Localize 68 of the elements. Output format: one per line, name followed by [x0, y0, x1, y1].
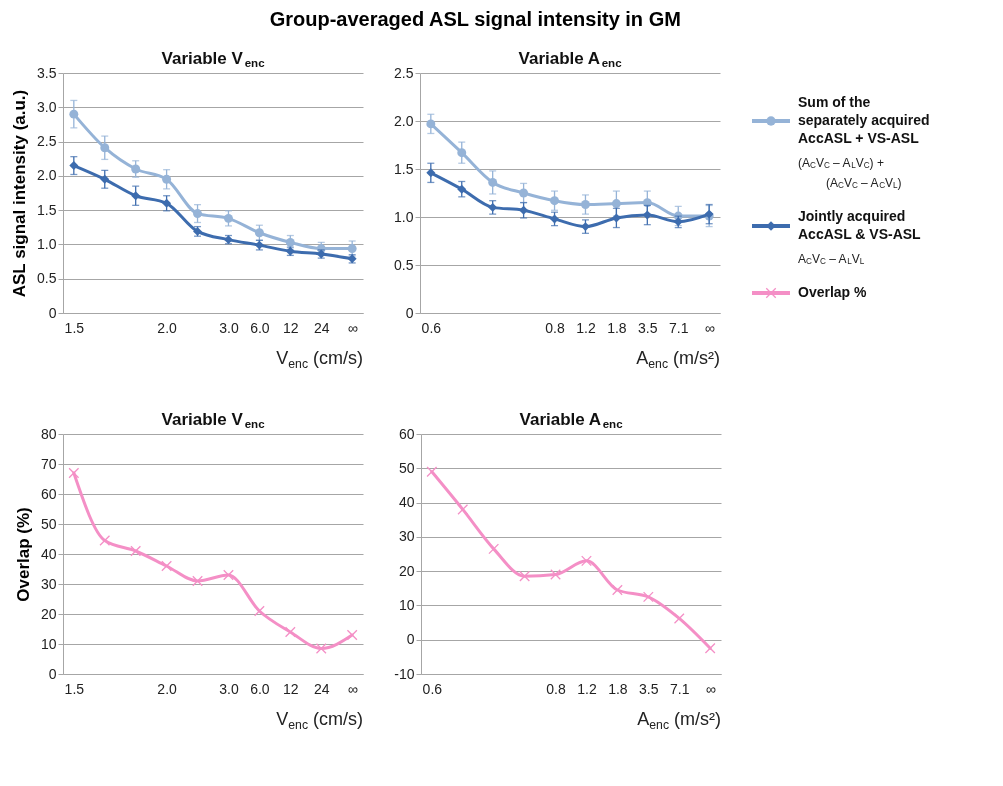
y-tick-label: 70 — [40, 455, 57, 472]
y-tick-label: 0.5 — [394, 256, 414, 273]
y-tick-label: 10 — [40, 635, 57, 652]
x-tick-label: 1.8 — [608, 680, 628, 697]
y-tick-label: 2.0 — [394, 112, 414, 129]
x-tick-label: 6.0 — [250, 319, 270, 336]
x-tick-label: 0.8 — [546, 680, 566, 697]
y-tick-label: 30 — [398, 528, 415, 545]
y-tick-label: 1.0 — [394, 208, 414, 225]
x-tick-label: 24 — [313, 680, 330, 697]
y-axis-title: Overlap (%) — [13, 507, 33, 602]
y-tick-label: 0 — [406, 631, 415, 648]
y-tick-label: 0 — [405, 304, 414, 321]
y-tick-label: 60 — [398, 425, 415, 442]
x-tick-label: ∞ — [704, 319, 715, 336]
y-tick-label: 50 — [398, 459, 415, 476]
x-tick-label: 1.5 — [64, 680, 85, 697]
y-tick-label: 0.5 — [37, 270, 57, 287]
x-tick-label: ∞ — [705, 680, 716, 697]
legend-label: Jointly acquired AccASL & VS-ASL — [798, 208, 922, 242]
x-tick-label: 12 — [283, 680, 299, 697]
x-tick-label: 3.0 — [219, 319, 239, 336]
x-tick-label: 0.6 — [421, 319, 442, 336]
legend-label: Overlap % — [798, 284, 868, 300]
y-tick-label: 60 — [40, 485, 57, 502]
x-tick-label: 1.8 — [607, 319, 627, 336]
x-tick-label: 2.0 — [157, 680, 178, 697]
x-tick-label: 1.2 — [576, 319, 596, 336]
x-tick-label: 7.1 — [670, 680, 690, 697]
x-tick-label: 6.0 — [250, 680, 270, 697]
x-tick-label: 3.5 — [638, 319, 658, 336]
x-tick-label: 1.5 — [64, 319, 85, 336]
x-tick-label: 3.5 — [639, 680, 659, 697]
x-tick-label: ∞ — [347, 680, 358, 697]
x-tick-label: 2.0 — [157, 319, 178, 336]
y-tick-label: 0 — [48, 665, 57, 682]
text: Group-averaged ASL signal intensity in GM — [269, 8, 681, 30]
x-tick-label: 12 — [283, 319, 299, 336]
text: (ACVC – ACVL) — [826, 176, 902, 191]
y-tick-label: 2.0 — [37, 167, 57, 184]
y-axis-title: ASL signal intensity (a.u.) — [10, 89, 30, 298]
y-tick-label: 40 — [40, 545, 57, 562]
y-tick-label: 10 — [398, 596, 415, 613]
legend-label: Sum of the separately acquired AccASL + VS-ASL — [798, 94, 930, 146]
x-tick-label: 0.6 — [422, 680, 443, 697]
y-tick-label: 0 — [48, 304, 57, 321]
text: (ACVC – ALVC) + — [798, 156, 884, 171]
y-tick-label: 20 — [40, 605, 57, 622]
y-tick-label: 3.0 — [37, 98, 57, 115]
y-tick-label: 50 — [40, 515, 57, 532]
x-tick-label: 24 — [313, 319, 330, 336]
x-tick-label: ∞ — [347, 319, 358, 336]
y-tick-label: 2.5 — [37, 133, 57, 150]
y-tick-label: -10 — [394, 665, 415, 682]
x-tick-label: 3.0 — [219, 680, 239, 697]
text: ACVC – ALVL — [798, 252, 865, 267]
y-tick-label: 1.5 — [37, 201, 57, 218]
y-tick-label: 30 — [40, 575, 57, 592]
x-tick-label: 1.2 — [577, 680, 597, 697]
y-tick-label: 2.5 — [394, 64, 414, 81]
y-tick-label: 1.5 — [394, 160, 414, 177]
y-tick-label: 80 — [40, 425, 57, 442]
x-tick-label: 7.1 — [669, 319, 689, 336]
y-tick-label: 1.0 — [37, 235, 57, 252]
x-tick-label: 0.8 — [545, 319, 565, 336]
y-tick-label: 3.5 — [37, 64, 57, 81]
y-tick-label: 40 — [398, 494, 415, 511]
y-tick-label: 20 — [398, 562, 415, 579]
